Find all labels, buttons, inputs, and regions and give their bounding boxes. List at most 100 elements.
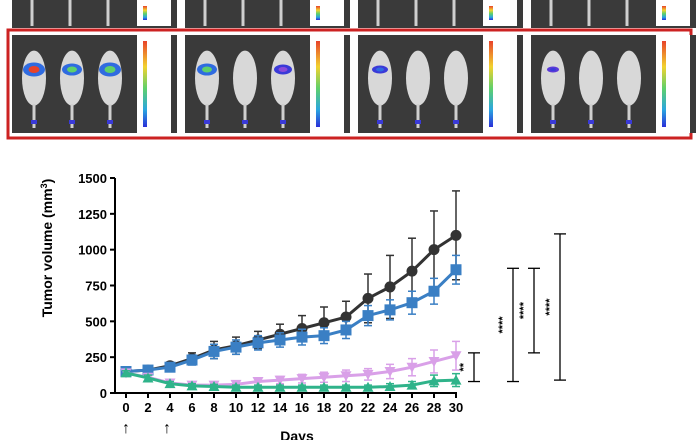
treatment-arrow: ↑ [122, 420, 130, 437]
data-point [274, 375, 286, 386]
data-point [318, 381, 330, 392]
data-point [384, 381, 396, 392]
significance-label: **** [544, 298, 556, 316]
data-point [274, 381, 286, 392]
data-point [164, 378, 176, 389]
imaging-row-top [12, 0, 696, 28]
data-point [450, 374, 462, 385]
data-point [450, 229, 462, 241]
data-point [406, 379, 418, 390]
data-point [318, 372, 330, 383]
top-panel-0 [12, 0, 177, 28]
x-tick-label: 16 [295, 400, 309, 415]
data-point [384, 281, 396, 293]
significance-label: **** [497, 316, 509, 334]
data-point [362, 310, 374, 322]
series-0 [120, 190, 462, 377]
series-line [125, 371, 457, 389]
data-point [428, 375, 440, 386]
significance-bracket: ** [458, 352, 480, 383]
highlight-panel-1 [185, 35, 350, 133]
color-scale-h0 [137, 35, 171, 133]
data-point [186, 354, 198, 366]
data-point [340, 311, 352, 323]
data-point [450, 351, 462, 362]
y-tick-label: 1000 [78, 243, 107, 258]
data-point [142, 364, 154, 376]
series-3 [120, 367, 462, 392]
y-tick-label: 250 [85, 350, 107, 365]
x-tick-label: 14 [273, 400, 288, 415]
significance-bracket: **** [544, 233, 566, 381]
mouse-1-0 [195, 50, 219, 106]
x-tick-label: 4 [166, 400, 174, 415]
data-point [296, 381, 308, 392]
top-panel-3 [531, 0, 696, 28]
data-point [142, 372, 154, 383]
mouse-2-1 [406, 50, 430, 106]
significance-bracket: **** [497, 267, 519, 383]
data-point [340, 371, 352, 382]
data-point [318, 330, 330, 342]
y-axis-title: Tumor volume (mm3) [39, 179, 55, 318]
data-point [450, 264, 462, 276]
data-point [186, 380, 198, 391]
series-1 [120, 254, 462, 377]
data-point [296, 374, 308, 385]
data-point [362, 369, 374, 380]
data-point [230, 341, 242, 353]
color-scale-h1 [310, 35, 344, 133]
data-point [406, 297, 418, 309]
data-point [208, 381, 220, 392]
y-tick-label: 1500 [78, 171, 107, 186]
data-point [384, 304, 396, 316]
top-panel-1 [185, 0, 350, 28]
data-point [208, 345, 220, 357]
y-tick-label: 750 [85, 279, 107, 294]
color-scale-h2 [483, 35, 517, 133]
data-point [362, 381, 374, 392]
mouse-0-2 [98, 50, 122, 106]
bioluminescence-imaging-panel [6, 0, 696, 140]
data-point [428, 285, 440, 297]
treatment-arrow: ↑ [163, 420, 171, 437]
data-point [274, 334, 286, 346]
color-scale-t0 [137, 0, 171, 26]
mouse-3-2 [617, 50, 641, 106]
x-tick-label: 20 [339, 400, 353, 415]
y-tick-label: 1250 [78, 207, 107, 222]
mouse-1-2 [271, 50, 295, 106]
top-panel-2 [358, 0, 523, 28]
x-tick-label: 10 [229, 400, 243, 415]
highlight-panel-2 [358, 35, 523, 133]
x-axis-title: Days [280, 428, 314, 440]
data-point [318, 317, 330, 329]
significance-bracket: **** [518, 267, 540, 354]
x-tick-label: 8 [210, 400, 217, 415]
data-point [428, 356, 440, 367]
data-point [252, 337, 264, 349]
chart-series [120, 190, 462, 392]
highlight-panel-0 [12, 35, 177, 133]
data-point [340, 324, 352, 336]
data-point [120, 367, 132, 378]
x-tick-label: 2 [144, 400, 151, 415]
significance-brackets: ********** **** [458, 233, 566, 383]
color-scale-t1 [310, 0, 344, 26]
x-tick-label: 18 [317, 400, 331, 415]
data-point [428, 244, 440, 256]
data-point [362, 292, 374, 304]
data-point [406, 362, 418, 373]
imaging-row-highlighted [12, 35, 696, 133]
data-point [296, 331, 308, 343]
series-line [125, 268, 458, 373]
data-point [384, 367, 396, 377]
mouse-3-1 [579, 50, 603, 106]
data-point [340, 381, 352, 392]
color-scale-h3 [656, 35, 690, 133]
significance-label: **** [518, 301, 530, 319]
x-tick-label: 26 [405, 400, 419, 415]
data-point [230, 381, 242, 392]
